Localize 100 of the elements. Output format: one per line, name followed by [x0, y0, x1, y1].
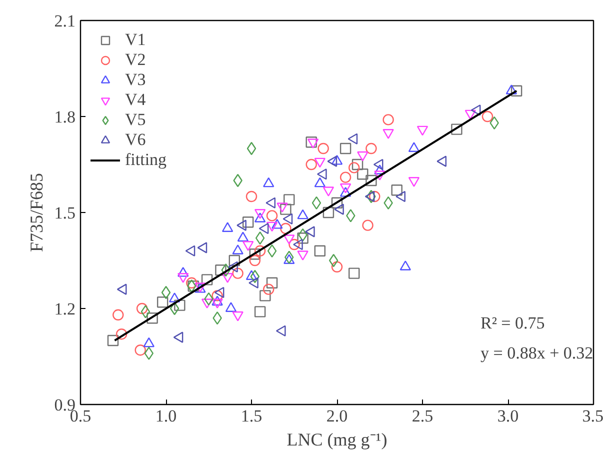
point	[366, 142, 377, 154]
point	[340, 172, 352, 183]
legend-label: V4	[125, 90, 146, 110]
point	[134, 344, 146, 356]
point	[255, 232, 265, 245]
point	[348, 133, 358, 144]
point	[161, 286, 171, 300]
point	[327, 156, 338, 167]
point	[136, 302, 148, 314]
point	[212, 290, 223, 302]
point	[314, 158, 326, 168]
x-tick-label: 2.0	[326, 406, 348, 426]
annotation: y = 0.88x + 0.32	[480, 344, 594, 362]
legend-label: V1	[125, 30, 146, 50]
point	[490, 116, 499, 130]
point	[357, 151, 368, 162]
point	[416, 126, 428, 136]
x-tick-label: 3.0	[497, 406, 519, 426]
point	[186, 277, 198, 288]
point	[228, 261, 238, 272]
point	[254, 212, 266, 222]
point	[266, 222, 278, 232]
point	[382, 129, 394, 139]
point	[107, 334, 119, 346]
annotation: R² = 0.75	[480, 314, 545, 332]
point	[170, 302, 180, 316]
point	[340, 183, 352, 194]
point	[140, 305, 150, 318]
point	[312, 196, 322, 210]
legend-label: V5	[125, 110, 146, 130]
point	[267, 244, 277, 258]
point	[258, 222, 269, 234]
point	[260, 290, 271, 302]
point	[237, 232, 249, 242]
point	[174, 300, 186, 311]
point	[282, 213, 293, 224]
point	[328, 254, 338, 268]
point	[250, 270, 260, 284]
point	[232, 244, 244, 254]
x-tick-label: 1.0	[155, 406, 177, 426]
point	[284, 250, 294, 264]
point	[248, 277, 258, 288]
point	[144, 346, 154, 360]
point	[187, 280, 196, 293]
point	[298, 228, 308, 242]
y-tick-label: 1.2	[54, 300, 76, 318]
point	[276, 202, 288, 212]
x-axis-title: LNC (mg g⁻¹)	[286, 430, 388, 450]
x-tick-label: 3.5	[582, 406, 603, 426]
legend-label: V2	[125, 50, 146, 70]
point	[297, 232, 308, 244]
point	[373, 158, 384, 170]
point	[510, 85, 522, 96]
point	[316, 168, 327, 180]
point	[482, 110, 494, 122]
legend-label: V3	[125, 70, 146, 90]
point	[156, 296, 168, 308]
point	[197, 242, 208, 254]
point	[112, 309, 124, 320]
point	[116, 284, 127, 295]
x-tick-label: 2.5	[412, 406, 434, 426]
point	[306, 158, 317, 170]
point	[254, 306, 266, 318]
point	[215, 264, 226, 276]
point	[348, 162, 360, 174]
legend-label: fitting	[125, 150, 167, 170]
point	[340, 142, 352, 154]
point	[266, 277, 278, 288]
point	[246, 270, 258, 280]
y-tick-label: 1.5	[54, 204, 76, 222]
y-tick-label: 2.1	[54, 12, 76, 30]
point	[374, 170, 386, 180]
point	[185, 245, 196, 256]
point	[451, 124, 462, 135]
point	[212, 312, 222, 325]
point	[470, 104, 481, 116]
point	[246, 190, 258, 202]
legend-label: V6	[125, 130, 146, 150]
point	[334, 204, 344, 215]
point	[204, 292, 214, 306]
point	[293, 238, 303, 250]
point	[408, 177, 420, 187]
point	[391, 184, 402, 196]
point	[288, 238, 300, 250]
point	[352, 158, 364, 170]
point	[212, 296, 223, 306]
point	[331, 261, 343, 272]
point	[382, 114, 394, 126]
point	[322, 206, 334, 218]
point	[249, 248, 261, 260]
point	[168, 292, 180, 302]
point	[214, 286, 224, 298]
point	[322, 186, 334, 196]
point	[297, 250, 308, 260]
point	[143, 337, 154, 348]
point	[254, 245, 266, 256]
point	[436, 156, 447, 167]
point	[228, 254, 240, 266]
point	[146, 312, 158, 324]
point	[331, 197, 343, 208]
